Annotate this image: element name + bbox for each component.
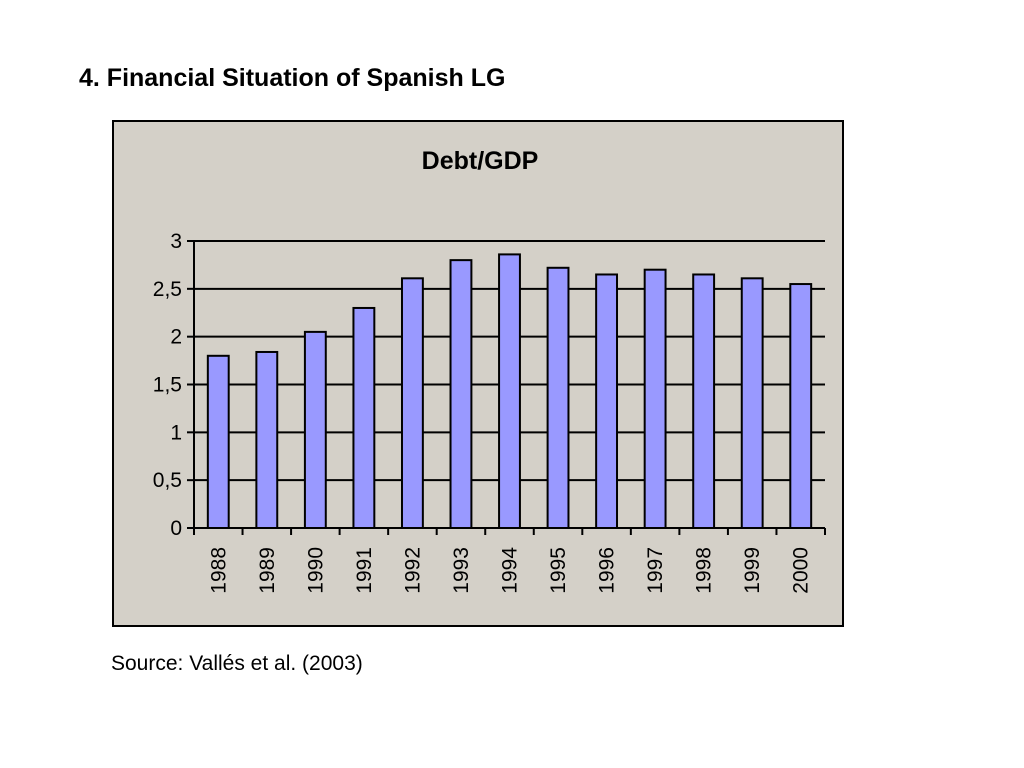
x-tick-label: 1990 (304, 547, 327, 594)
y-tick-label: 3 (170, 230, 182, 253)
x-tick-label: 1993 (450, 547, 473, 594)
bar-1990 (303, 330, 327, 529)
slide-title: 4. Financial Situation of Spanish LG (79, 64, 506, 92)
bar-2000 (789, 283, 813, 529)
x-tick-label: 1996 (596, 547, 619, 594)
x-tick-label: 1994 (499, 547, 522, 594)
x-tick-label: 1998 (693, 547, 716, 594)
bar-1993 (449, 259, 473, 529)
y-tick-label: 1,5 (153, 374, 182, 397)
bar-1999 (740, 277, 764, 529)
axes (187, 240, 826, 535)
bar-1991 (352, 306, 376, 529)
bar-1989 (255, 350, 279, 529)
bar-series (206, 253, 813, 530)
y-tick-labels: 0 0,5 1 1,5 2 2,5 3 (153, 230, 182, 540)
y-tick-label: 1 (170, 421, 182, 444)
y-tick-label: 0 (170, 517, 182, 540)
bar-1998 (692, 273, 716, 529)
x-tick-label: 1991 (353, 547, 376, 594)
x-tick-label: 1989 (256, 547, 279, 594)
y-tick-label: 2 (170, 326, 182, 349)
x-tick-label: 1999 (741, 547, 764, 594)
y-tick-label: 0,5 (153, 469, 182, 492)
x-tick-label: 1997 (644, 547, 667, 594)
x-tick-label: 1995 (547, 547, 570, 594)
x-tick-label: 2000 (790, 547, 813, 594)
debt-gdp-chart: Debt/GDP 00,511,522,53 1988 1989 1990 1991 1… (153, 147, 826, 594)
bar-1996 (595, 273, 619, 529)
bar-1988 (206, 354, 230, 529)
bar-1994 (498, 253, 521, 529)
chart-frame: Debt/GDP 0 0,5 1 1,5 2 2,5 3 1988 1989 1990 1991 1… (112, 120, 844, 627)
bar-1997 (643, 268, 667, 529)
x-tick-labels: 1988 1989 1990 1991 1992 1993 1994 1995 1996 1997… (207, 547, 812, 594)
bar-1992 (400, 277, 424, 529)
source-note: Source: Vallés et al. (2003) (111, 652, 363, 675)
chart-title: Debt/GDP (422, 147, 539, 175)
y-tick-label: 2,5 (153, 278, 182, 301)
x-tick-label: 1992 (401, 547, 424, 594)
bar-1995 (546, 266, 570, 530)
x-tick-label: 1988 (207, 547, 230, 594)
